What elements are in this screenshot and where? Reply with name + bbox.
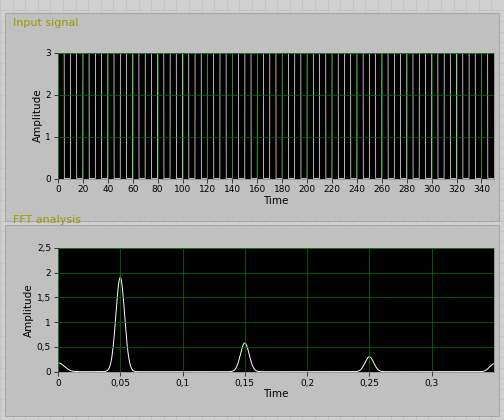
Y-axis label: Amplitude: Amplitude [24, 283, 34, 336]
X-axis label: Time: Time [263, 196, 289, 206]
Text: FFT analysis: FFT analysis [13, 215, 81, 226]
Y-axis label: Amplitude: Amplitude [32, 89, 42, 142]
X-axis label: Time: Time [263, 389, 289, 399]
Text: Input signal: Input signal [13, 18, 78, 28]
